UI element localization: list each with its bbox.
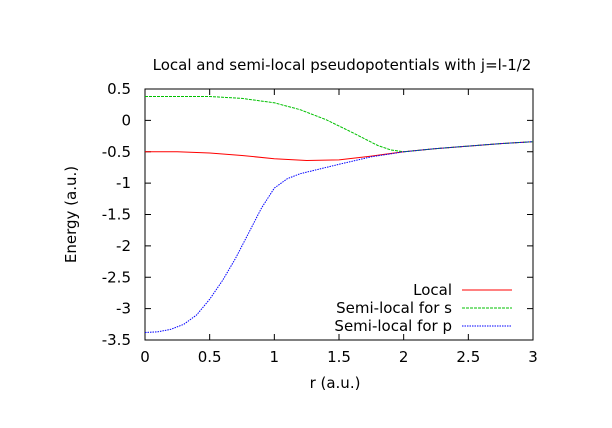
series-line-semi-local-for-s [145, 96, 534, 153]
axis-ticks [144, 88, 534, 341]
x-tick-label: 0 [140, 348, 150, 366]
x-tick-label: 2 [399, 348, 409, 366]
x-tick-label: 3 [528, 348, 538, 366]
y-tick-label: -1.5 [102, 206, 131, 224]
y-tick-label: -3 [116, 300, 131, 318]
legend-entry-label: Local [413, 281, 452, 299]
legend-entry-label: Semi-local for s [336, 299, 452, 317]
y-axis-label: Energy (a.u.) [62, 166, 80, 263]
y-tick-label: 0.5 [107, 80, 131, 98]
y-tick-label: -2 [116, 237, 131, 255]
y-tick-label: 0 [121, 111, 131, 129]
x-tick-label: 1 [270, 348, 280, 366]
x-tick-label: 2.5 [456, 348, 480, 366]
y-tick-label: -0.5 [102, 143, 131, 161]
y-tick-labels: 0.5 0 -0.5 -1 -1.5 -2 -2.5 -3 -3.5 [102, 80, 131, 349]
series-lines [144, 96, 534, 333]
x-tick-labels: 0 0.5 1 1.5 2 2.5 3 [140, 348, 538, 366]
series-line-semi-local-for-p [144, 141, 534, 333]
x-axis-label: r (a.u.) [310, 374, 361, 392]
x-tick-label: 1.5 [327, 348, 351, 366]
y-tick-label: -2.5 [102, 268, 131, 286]
y-tick-label: -3.5 [102, 331, 131, 349]
legend-entry-label: Semi-local for p [334, 317, 452, 335]
y-tick-label: -1 [116, 174, 131, 192]
series-line-local [145, 141, 534, 162]
chart-title: Local and semi-local pseudopotentials wi… [153, 56, 532, 74]
x-tick-label: 0.5 [198, 348, 222, 366]
